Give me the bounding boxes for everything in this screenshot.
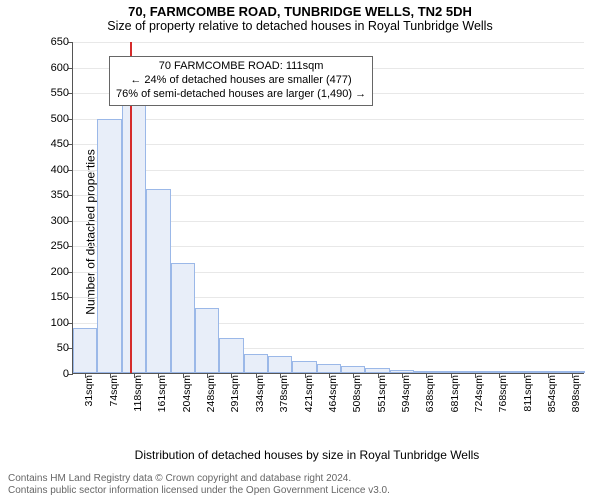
x-tick-label: 118sqm [132, 375, 144, 412]
gridline [73, 119, 584, 120]
histogram-bar [487, 371, 511, 373]
x-tick-label: 508sqm [351, 375, 363, 412]
histogram-bar [171, 263, 195, 373]
histogram-bar [536, 371, 560, 373]
x-tick-label: 161sqm [156, 375, 168, 412]
x-tick-label: 681sqm [449, 375, 461, 412]
histogram-chart: Number of detached properties 0501001502… [30, 42, 584, 422]
histogram-bar [463, 371, 487, 373]
histogram-bar [341, 366, 365, 373]
histogram-bar [365, 368, 390, 373]
gridline [73, 144, 584, 145]
y-tick-label: 600 [33, 62, 69, 74]
annotation-line: 70 FARMCOMBE ROAD: 111sqm [116, 60, 366, 74]
y-tick-label: 350 [33, 189, 69, 201]
annotation-box: 70 FARMCOMBE ROAD: 111sqm ← 24% of detac… [109, 56, 373, 106]
x-tick-label: 854sqm [546, 375, 558, 412]
histogram-bar [560, 371, 585, 373]
x-tick-label: 811sqm [522, 375, 534, 412]
x-tick-label: 74sqm [108, 375, 120, 407]
annotation-line: 76% of semi-detached houses are larger (… [116, 88, 366, 102]
gridline [73, 170, 584, 171]
x-tick-label: 638sqm [424, 375, 436, 412]
x-tick-label: 551sqm [376, 375, 388, 412]
histogram-bar [292, 361, 317, 373]
page-title: 70, FARMCOMBE ROAD, TUNBRIDGE WELLS, TN2… [0, 4, 600, 19]
footer-attribution: Contains HM Land Registry data © Crown c… [8, 473, 390, 497]
histogram-bar [511, 371, 536, 373]
x-tick-label: 594sqm [400, 375, 412, 412]
page-subtitle: Size of property relative to detached ho… [0, 19, 600, 33]
x-tick-label: 204sqm [181, 375, 193, 412]
y-tick-label: 0 [33, 368, 69, 380]
y-tick-label: 500 [33, 113, 69, 125]
histogram-bar [317, 364, 341, 373]
y-tick-label: 250 [33, 240, 69, 252]
histogram-bar [73, 328, 97, 373]
y-tick-label: 200 [33, 266, 69, 278]
y-tick-label: 550 [33, 87, 69, 99]
x-tick-label: 31sqm [83, 375, 95, 407]
x-tick-label: 334sqm [254, 375, 266, 412]
histogram-bar [195, 308, 219, 373]
footer-line: Contains public sector information licen… [8, 485, 390, 497]
y-tick-label: 150 [33, 291, 69, 303]
x-tick-label: 464sqm [327, 375, 339, 412]
histogram-bar [219, 338, 244, 373]
y-tick-label: 650 [33, 36, 69, 48]
x-tick-label: 768sqm [497, 375, 509, 412]
footer-line: Contains HM Land Registry data © Crown c… [8, 473, 390, 485]
x-tick-label: 378sqm [278, 375, 290, 412]
y-tick-label: 400 [33, 164, 69, 176]
y-tick-label: 450 [33, 138, 69, 150]
x-tick-label: 248sqm [205, 375, 217, 412]
x-tick-label: 724sqm [473, 375, 485, 412]
histogram-bar [268, 356, 292, 373]
x-tick-label: 898sqm [570, 375, 582, 412]
y-tick-label: 100 [33, 317, 69, 329]
x-axis-label: Distribution of detached houses by size … [135, 448, 480, 462]
x-tick-label: 291sqm [229, 375, 241, 412]
histogram-bar [244, 354, 268, 373]
x-tick-label: 421sqm [303, 375, 315, 412]
gridline [73, 42, 584, 43]
histogram-bar [390, 370, 414, 373]
histogram-bar [438, 371, 463, 373]
y-tick-label: 300 [33, 215, 69, 227]
histogram-bar [97, 119, 122, 373]
histogram-bar [122, 102, 146, 373]
histogram-bar [146, 189, 171, 373]
histogram-bar [414, 371, 438, 373]
annotation-line: ← 24% of detached houses are smaller (47… [116, 74, 366, 88]
plot-area: 0501001502002503003504004505005506006503… [72, 42, 584, 374]
y-tick-label: 50 [33, 342, 69, 354]
